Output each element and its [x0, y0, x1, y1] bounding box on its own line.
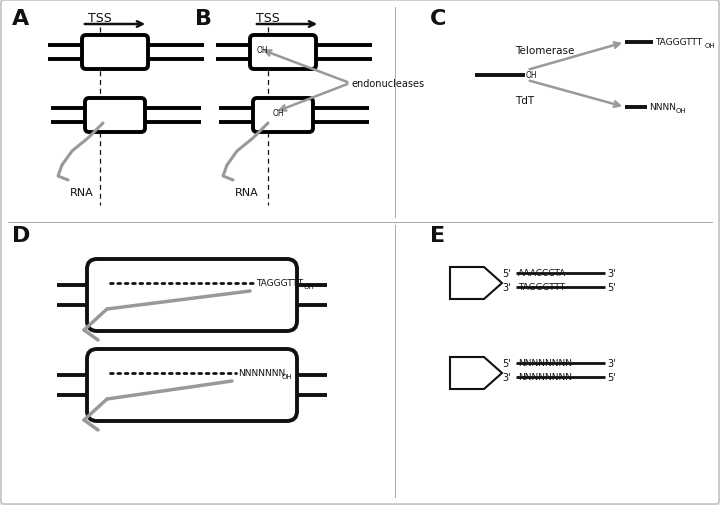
Text: Telomerase: Telomerase: [515, 46, 575, 56]
Text: NNNNNNN: NNNNNNN: [238, 368, 285, 377]
Text: TdT: TdT: [515, 96, 534, 106]
Text: 5': 5': [607, 282, 616, 292]
FancyBboxPatch shape: [85, 99, 145, 133]
Text: OH: OH: [526, 70, 538, 79]
Text: NNNNNNNN: NNNNNNNN: [518, 359, 572, 368]
Text: 3': 3': [607, 358, 616, 368]
Text: NNNN: NNNN: [649, 103, 676, 111]
FancyBboxPatch shape: [87, 349, 297, 421]
Text: E: E: [430, 226, 445, 245]
Text: OH: OH: [273, 108, 284, 117]
FancyBboxPatch shape: [253, 99, 313, 133]
Text: NNNNNNNN: NNNNNNNN: [518, 373, 572, 382]
Text: B: B: [195, 9, 212, 29]
Text: 5': 5': [607, 372, 616, 382]
Text: RNA: RNA: [70, 188, 94, 197]
Text: 3': 3': [607, 269, 616, 278]
Text: 3': 3': [502, 372, 510, 382]
Text: TSS: TSS: [256, 12, 280, 25]
Text: A: A: [12, 9, 30, 29]
FancyBboxPatch shape: [82, 36, 148, 70]
Text: TAGGGTTT: TAGGGTTT: [518, 283, 565, 292]
Text: 5': 5': [502, 269, 510, 278]
FancyBboxPatch shape: [250, 36, 316, 70]
Text: 3': 3': [502, 282, 510, 292]
Text: TAGGGTTT: TAGGGTTT: [655, 37, 702, 46]
Text: OH: OH: [282, 373, 292, 379]
Text: 5': 5': [502, 358, 510, 368]
Text: TSS: TSS: [88, 12, 112, 25]
FancyBboxPatch shape: [87, 260, 297, 331]
Text: D: D: [12, 226, 30, 245]
Polygon shape: [450, 358, 502, 389]
Text: OH: OH: [676, 108, 687, 114]
Text: TAGGGTTT: TAGGGTTT: [256, 278, 303, 287]
Text: OH: OH: [257, 45, 269, 55]
Text: OH: OH: [705, 43, 716, 49]
Text: OH: OH: [304, 283, 315, 289]
Text: RNA: RNA: [235, 188, 259, 197]
Text: C: C: [430, 9, 446, 29]
Text: AAACCCTA: AAACCCTA: [518, 269, 566, 278]
Polygon shape: [450, 268, 502, 299]
Text: endonucleases: endonucleases: [352, 79, 425, 89]
